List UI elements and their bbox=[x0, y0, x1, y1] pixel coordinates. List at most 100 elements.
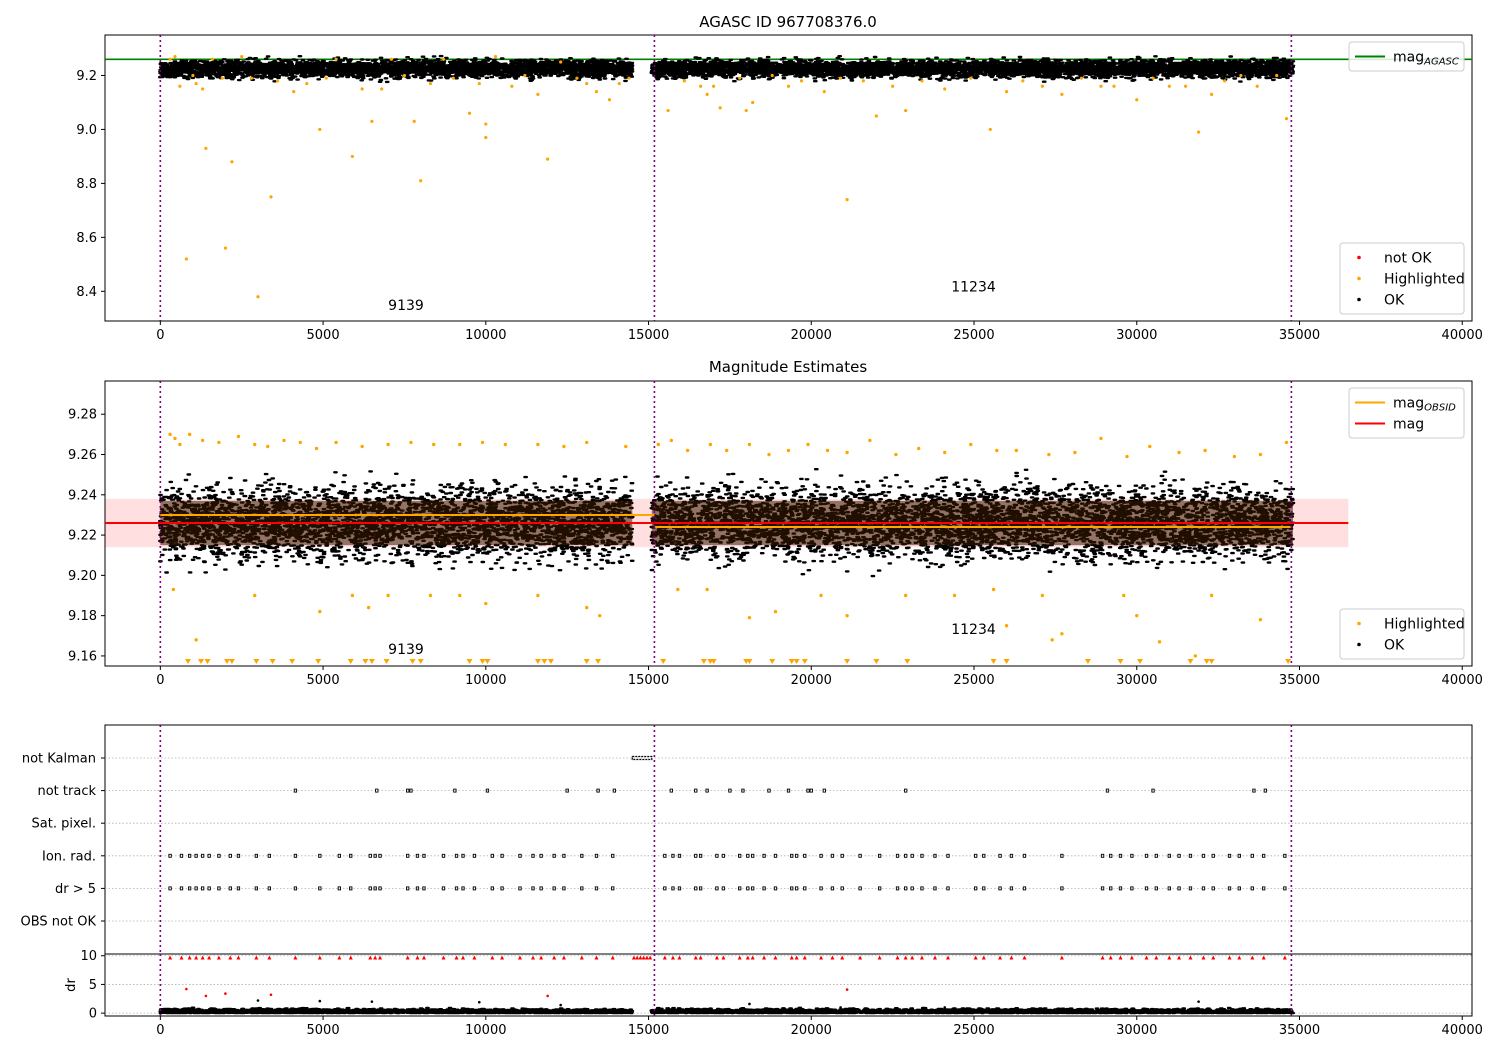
panel1-x-tick-label: 0 bbox=[156, 328, 164, 343]
dr-capped-marker bbox=[594, 955, 599, 960]
dr-capped-marker bbox=[421, 955, 426, 960]
panel2-below-axis-marker bbox=[793, 659, 800, 664]
flag-mark bbox=[1201, 853, 1206, 858]
panel2-highlighted-point bbox=[1014, 448, 1019, 453]
panel2-highlighted-point bbox=[1004, 624, 1009, 628]
panel4-ok-point bbox=[1197, 1000, 1200, 1003]
flag-mark bbox=[179, 853, 184, 858]
dr-capped-marker bbox=[500, 955, 505, 960]
dr-capped-marker bbox=[561, 955, 566, 960]
legend-label: Highlighted bbox=[1384, 617, 1465, 633]
panel1-highlighted-point bbox=[324, 76, 328, 80]
panel1-highlighted-point bbox=[441, 57, 446, 61]
flag-mark bbox=[441, 886, 446, 891]
flag-mark bbox=[840, 886, 844, 891]
panel1-highlighted-point bbox=[1239, 73, 1243, 78]
panel1-highlighted-point bbox=[334, 57, 338, 61]
panel2-y-tick-label: 9.16 bbox=[68, 649, 97, 664]
flag-mark bbox=[1188, 853, 1193, 858]
dr-axis-label: dr bbox=[64, 978, 79, 992]
panel2-highlighted-point bbox=[1125, 454, 1129, 459]
panel2-highlighted-point bbox=[458, 442, 462, 447]
panel2-highlighted-point bbox=[386, 442, 390, 447]
panel1-highlighted-point bbox=[705, 92, 709, 96]
flag-mark bbox=[500, 853, 504, 858]
dr-capped-marker bbox=[737, 955, 742, 960]
flag-mark bbox=[803, 853, 807, 858]
flag-mark bbox=[1105, 788, 1110, 793]
panel1-y-tick-label: 8.8 bbox=[76, 177, 97, 192]
panel1-highlighted-point bbox=[1040, 84, 1044, 88]
panel1-highlighted-point bbox=[1135, 98, 1139, 102]
flag-mark bbox=[406, 853, 410, 858]
panel1-highlighted-point bbox=[1060, 92, 1064, 96]
panel1-highlighted-point bbox=[1151, 76, 1155, 80]
flag-mark bbox=[293, 886, 298, 891]
flag-mark bbox=[982, 886, 986, 891]
panel1-highlighted-point bbox=[874, 114, 878, 118]
dr-capped-marker bbox=[1211, 955, 1216, 960]
flag-mark bbox=[677, 853, 682, 858]
panel2-highlighted-point bbox=[266, 444, 270, 449]
panel1-highlighted-point bbox=[943, 87, 947, 91]
flag-mark bbox=[705, 788, 709, 793]
flag-mark bbox=[406, 886, 410, 891]
dr-capped-marker bbox=[945, 955, 950, 960]
flag-mark bbox=[721, 886, 726, 891]
panel2-below-axis-marker bbox=[228, 659, 235, 664]
flag-mark bbox=[490, 886, 494, 891]
panel1-highlighted-point bbox=[786, 84, 791, 88]
axes-frame bbox=[104, 953, 1473, 1017]
panel2-below-axis-marker bbox=[224, 659, 231, 664]
flag-mark bbox=[375, 788, 379, 793]
panel2-highlighted-point bbox=[747, 615, 752, 620]
panel1-highlighted-point bbox=[617, 81, 621, 86]
flag-mark bbox=[293, 788, 298, 793]
flag-mark bbox=[490, 853, 494, 858]
flag-mark bbox=[318, 853, 322, 858]
panel1-highlighted-point bbox=[220, 76, 224, 80]
dr-capped-marker bbox=[1144, 955, 1149, 960]
dr-capped-marker bbox=[1022, 955, 1027, 960]
flag-mark bbox=[187, 886, 192, 891]
panel2-below-axis-marker bbox=[769, 659, 776, 664]
flag-mark bbox=[1060, 853, 1064, 858]
dr-capped-marker bbox=[1282, 955, 1287, 960]
flag-mark bbox=[1118, 853, 1123, 858]
panel1-highlighted-point bbox=[191, 73, 195, 78]
panel2-highlighted-point bbox=[1047, 452, 1051, 457]
panel2-y-tick-label: 9.18 bbox=[68, 609, 97, 624]
flag-mark bbox=[1177, 886, 1181, 891]
panel1-highlighted-point bbox=[1099, 84, 1103, 88]
flag-mark bbox=[415, 853, 420, 858]
flag-mark bbox=[531, 886, 535, 891]
panel2-below-axis-marker bbox=[990, 659, 997, 664]
flag-mark bbox=[612, 788, 617, 793]
flag-mark bbox=[594, 853, 599, 858]
flag-mark bbox=[406, 788, 410, 793]
flag-mark bbox=[200, 886, 205, 891]
panel2-below-axis-marker bbox=[368, 659, 375, 664]
flag-mark bbox=[998, 886, 1002, 891]
dr-capped-marker bbox=[698, 955, 703, 960]
flag-category-label: Ion. rad. bbox=[42, 849, 96, 864]
flag-mark bbox=[580, 853, 584, 858]
legend-label: OK bbox=[1384, 638, 1405, 654]
flag-mark bbox=[671, 886, 675, 891]
panel1-x-tick-label: 30000 bbox=[1116, 328, 1157, 343]
flag-mark bbox=[1283, 886, 1287, 891]
panel1-ok-points bbox=[157, 54, 1296, 84]
flag-mark bbox=[694, 886, 698, 891]
flag-mark bbox=[594, 886, 599, 891]
flag-category-label: Sat. pixel. bbox=[32, 817, 96, 832]
flag-mark bbox=[904, 853, 908, 858]
flag-mark bbox=[1151, 788, 1155, 793]
panel4-notok-point bbox=[185, 987, 188, 991]
panel2-highlighted-point bbox=[845, 613, 849, 618]
panel2-highlighted-point bbox=[334, 440, 338, 445]
flag-mark bbox=[1211, 853, 1215, 858]
flag-mark bbox=[422, 853, 426, 858]
flag-mark bbox=[830, 853, 835, 858]
panel1-obsid-label: 9139 bbox=[388, 298, 424, 314]
panel1-highlighted-point bbox=[240, 54, 244, 59]
